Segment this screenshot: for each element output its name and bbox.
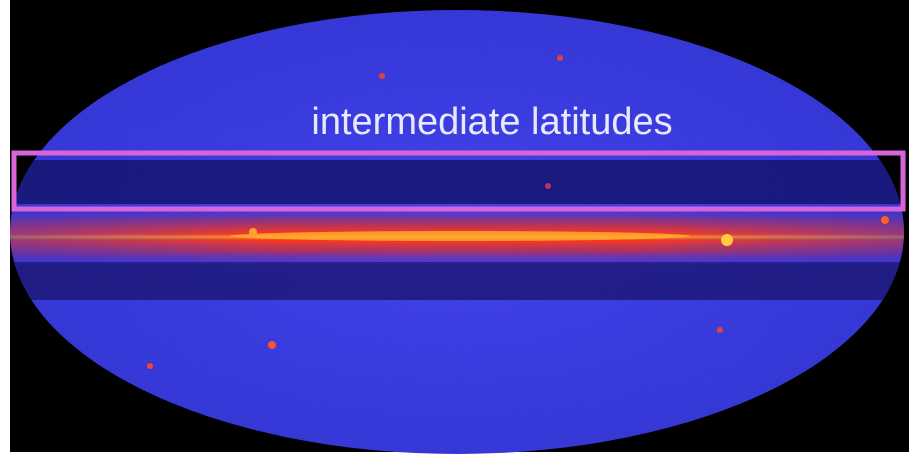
- sky-map-image: intermediate latitudes: [0, 0, 909, 463]
- dark-band: [0, 160, 909, 204]
- point-source: [379, 73, 385, 79]
- point-source: [249, 228, 257, 236]
- point-source: [721, 234, 733, 246]
- point-source: [268, 341, 276, 349]
- point-source: [881, 216, 889, 224]
- page: intermediate latitudes (() => { const da…: [0, 0, 909, 463]
- point-source: [557, 55, 563, 61]
- dark-band: [0, 262, 909, 300]
- point-source: [147, 363, 153, 369]
- point-source: [717, 327, 723, 333]
- annotation-label: intermediate latitudes: [311, 101, 672, 143]
- point-source: [545, 183, 551, 189]
